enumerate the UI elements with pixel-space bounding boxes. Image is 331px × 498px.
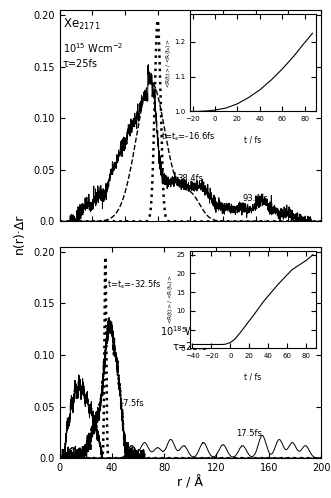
Text: Xe$_{2171}$: Xe$_{2171}$ xyxy=(63,17,100,32)
Text: τ=25fs: τ=25fs xyxy=(173,342,208,352)
Text: (b): (b) xyxy=(297,262,314,275)
Text: 93.4fs: 93.4fs xyxy=(243,194,268,203)
Text: t=t$_s$=-16.6fs: t=t$_s$=-16.6fs xyxy=(161,130,215,143)
Text: (a): (a) xyxy=(297,25,314,38)
Text: n(r)·Δr: n(r)·Δr xyxy=(13,214,26,254)
Text: 17.5fs: 17.5fs xyxy=(236,429,262,438)
Text: τ=25fs: τ=25fs xyxy=(63,59,98,69)
Text: 10$^{18}$ Wcm$^{-2}$: 10$^{18}$ Wcm$^{-2}$ xyxy=(160,324,220,338)
Text: t=t$_s$=-32.5fs: t=t$_s$=-32.5fs xyxy=(107,279,161,291)
Text: 38.4fs: 38.4fs xyxy=(177,174,203,183)
Text: -7.5fs: -7.5fs xyxy=(121,399,145,408)
Text: 10$^{15}$ Wcm$^{-2}$: 10$^{15}$ Wcm$^{-2}$ xyxy=(63,41,123,55)
X-axis label: r / Å: r / Å xyxy=(177,476,203,489)
